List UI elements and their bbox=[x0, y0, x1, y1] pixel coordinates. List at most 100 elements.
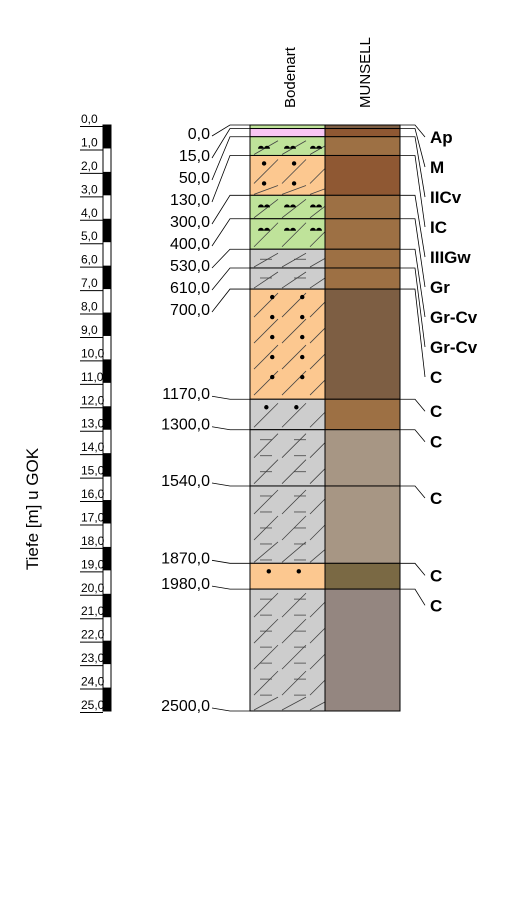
boundary-leader bbox=[211, 218, 250, 247]
boundary-leader bbox=[211, 288, 250, 313]
scale-label: 21,0 bbox=[81, 604, 105, 618]
soil-type-column bbox=[249, 124, 335, 712]
scale-label: 15,0 bbox=[81, 464, 105, 478]
soil-layer-fill bbox=[250, 485, 325, 564]
scale-label: 14,0 bbox=[81, 440, 105, 454]
scale-label: 13,0 bbox=[81, 417, 105, 431]
horizon-label: C bbox=[430, 368, 442, 387]
soil-layer-fill bbox=[250, 589, 325, 711]
pattern-dot bbox=[300, 374, 305, 380]
horizon-label: Gr-Cv bbox=[430, 338, 478, 357]
pattern-stroke bbox=[281, 696, 307, 711]
scale-segment bbox=[103, 640, 111, 665]
scale-label: 22,0 bbox=[81, 628, 105, 642]
scale-label: 20,0 bbox=[81, 581, 105, 595]
boundary-leader bbox=[211, 707, 250, 712]
horizon-leader bbox=[400, 128, 426, 168]
munsell-layer bbox=[324, 588, 401, 712]
munsell-layer bbox=[324, 128, 401, 138]
horizon-leader bbox=[400, 136, 426, 198]
horizon-label: Gr bbox=[430, 278, 450, 297]
pattern-dot bbox=[264, 405, 269, 410]
pattern-gravel bbox=[310, 145, 322, 149]
horizon-leader bbox=[400, 218, 426, 288]
horizon-label: C bbox=[430, 596, 442, 615]
boundary-depth-label: 1170,0 bbox=[162, 386, 210, 403]
boundary-leader bbox=[211, 155, 250, 203]
horizon-label: IC bbox=[430, 218, 447, 237]
horizon-label: Ap bbox=[430, 128, 453, 147]
scale-label: 18,0 bbox=[81, 534, 105, 548]
soil-layer bbox=[249, 136, 335, 156]
boundary-depth-label: 0,0 bbox=[188, 126, 210, 143]
pattern-dot bbox=[270, 334, 275, 340]
pattern-dot bbox=[291, 161, 297, 166]
pattern-dot bbox=[294, 405, 299, 410]
horizon-leader bbox=[400, 288, 426, 378]
pattern-stroke bbox=[281, 541, 307, 563]
scale-label: 10,0 bbox=[81, 346, 105, 360]
horizon-label: C bbox=[430, 402, 442, 421]
depth-scale: 0,0 1,0 2,0 3,0 4,0 5,0 6,0 7,0 8,0 9,0 10,0 11,0 12… bbox=[80, 112, 112, 713]
scale-segment bbox=[103, 546, 111, 571]
boundary-leader bbox=[211, 267, 250, 291]
scale-label: 16,0 bbox=[81, 487, 105, 501]
munsell-layer bbox=[324, 124, 401, 130]
munsell-layer bbox=[324, 136, 401, 156]
horizon-leader bbox=[400, 485, 426, 499]
scale-segment bbox=[103, 593, 111, 618]
horizon-leader bbox=[400, 267, 426, 348]
soil-layer bbox=[249, 154, 335, 196]
scale-label: 23,0 bbox=[81, 651, 105, 665]
pattern-stroke bbox=[253, 433, 279, 459]
scale-label: 12,0 bbox=[81, 393, 105, 407]
soil-layer-fill bbox=[250, 155, 325, 196]
pattern-stroke bbox=[281, 318, 307, 344]
pattern-dot bbox=[270, 294, 275, 300]
pattern-dot bbox=[300, 294, 305, 300]
munsell-color-column bbox=[324, 124, 401, 712]
munsell-layer bbox=[324, 429, 401, 487]
pattern-stroke bbox=[281, 592, 307, 618]
pattern-stroke bbox=[281, 222, 307, 248]
pattern-stroke bbox=[281, 271, 307, 289]
pattern-stroke bbox=[281, 185, 307, 195]
pattern-stroke bbox=[281, 644, 307, 670]
pattern-stroke bbox=[281, 252, 307, 268]
pattern-gravel bbox=[258, 145, 270, 149]
boundary-depth-label: 1540,0 bbox=[161, 473, 210, 490]
boundary-leader bbox=[211, 585, 250, 590]
boundary-depth-label: 610,0 bbox=[170, 280, 210, 297]
pattern-stroke bbox=[253, 592, 279, 618]
pattern-gravel bbox=[310, 204, 322, 208]
header-bodenart: Bodenart bbox=[282, 46, 299, 108]
pattern-dot bbox=[300, 334, 305, 340]
scale-label: 25,0 bbox=[81, 698, 105, 712]
boundary-leader bbox=[211, 482, 250, 487]
horizon-leader bbox=[400, 124, 426, 138]
boundary-leader bbox=[211, 248, 250, 269]
scale-segment bbox=[103, 125, 111, 149]
pattern-gravel bbox=[258, 204, 270, 208]
pattern-stroke bbox=[253, 489, 279, 515]
pattern-dot bbox=[296, 569, 301, 574]
boundary-depth-label: 700,0 bbox=[170, 302, 210, 319]
pattern-dot bbox=[270, 374, 275, 380]
pattern-stroke bbox=[253, 670, 279, 696]
soil-layer-fill bbox=[250, 267, 325, 290]
scale-segment bbox=[103, 171, 111, 196]
horizon-label: C bbox=[430, 566, 442, 585]
pattern-stroke bbox=[253, 222, 279, 248]
horizon-label: C bbox=[430, 433, 442, 452]
depth-axis-title: Tiefe [m] u GOK bbox=[23, 447, 42, 570]
soil-layer-fill bbox=[250, 218, 325, 250]
boundary-leader bbox=[211, 128, 250, 159]
pattern-gravel bbox=[284, 145, 296, 149]
pattern-stroke bbox=[253, 185, 279, 195]
pattern-stroke bbox=[253, 318, 279, 344]
scale-label: 2,0 bbox=[81, 159, 98, 173]
pattern-stroke bbox=[281, 159, 307, 184]
boundary-depth-label: 2500,0 bbox=[161, 698, 210, 715]
horizon-label: C bbox=[430, 489, 442, 508]
